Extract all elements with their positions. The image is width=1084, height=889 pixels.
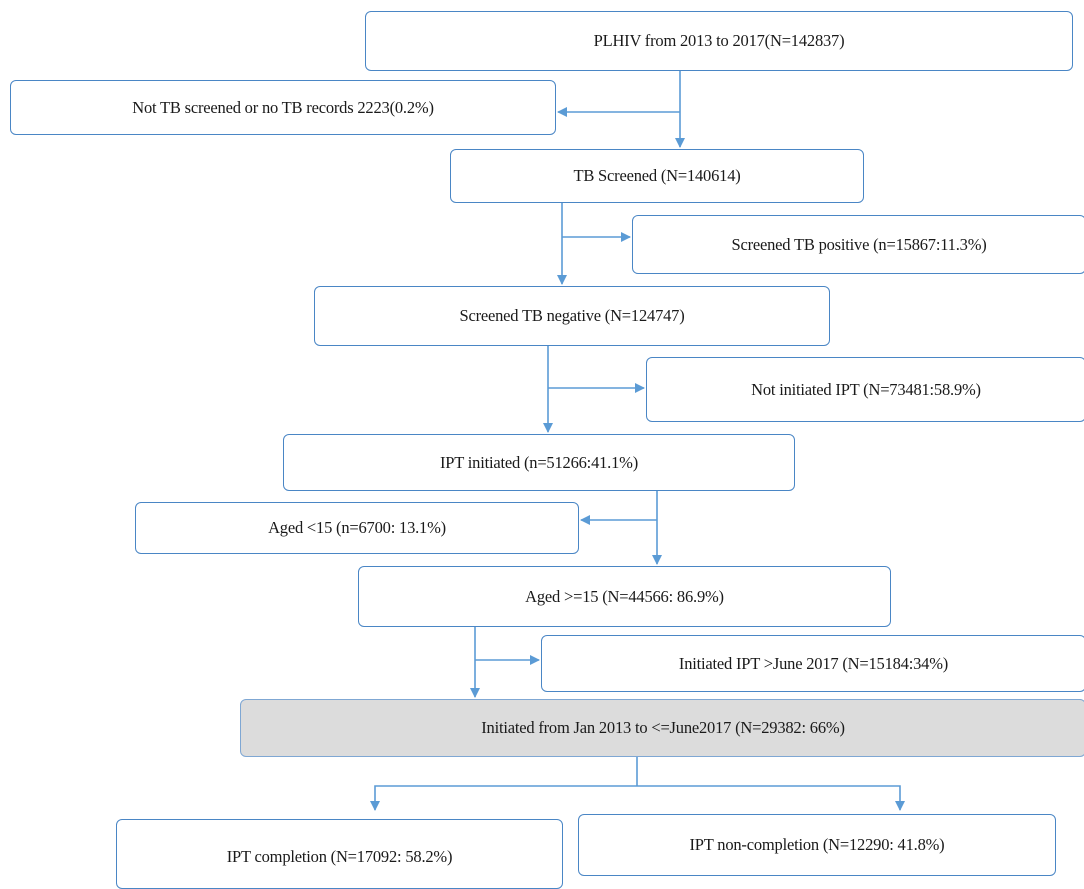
node-not-initiated-ipt-label: Not initiated IPT (N=73481:58.9%) — [751, 379, 981, 399]
node-not-initiated-ipt: Not initiated IPT (N=73481:58.9%) — [646, 357, 1084, 422]
node-tb-positive-label: Screened TB positive (n=15867:11.3%) — [731, 234, 987, 254]
node-initiated-jan2013-june2017-label: Initiated from Jan 2013 to <=June2017 (N… — [481, 718, 845, 737]
node-plhiv-label: PLHIV from 2013 to 2017(N=142837) — [593, 31, 845, 50]
node-initiated-jan2013-june2017: Initiated from Jan 2013 to <=June2017 (N… — [240, 699, 1084, 757]
node-tb-screened-label: TB Screened (N=140614) — [573, 166, 741, 185]
node-initiated-after-june-2017: Initiated IPT >June 2017 (N=15184:34%) — [541, 635, 1084, 692]
node-ipt-completion: IPT completion (N=17092: 58.2%) — [116, 819, 563, 889]
node-initiated-after-june-2017-label: Initiated IPT >June 2017 (N=15184:34%) — [678, 653, 949, 673]
node-tb-negative: Screened TB negative (N=124747) — [314, 286, 830, 346]
node-tb-positive: Screened TB positive (n=15867:11.3%) — [632, 215, 1084, 274]
node-not-screened-label: Not TB screened or no TB records 2223(0.… — [132, 97, 434, 117]
node-aged-15-plus-label: Aged >=15 (N=44566: 86.9%) — [525, 586, 724, 606]
edge-window-to-completion — [370, 785, 637, 811]
node-plhiv: PLHIV from 2013 to 2017(N=142837) — [365, 11, 1073, 71]
node-tb-screened: TB Screened (N=140614) — [450, 149, 864, 203]
node-ipt-initiated: IPT initiated (n=51266:41.1%) — [283, 434, 795, 491]
edge-window-to-non-completion — [637, 785, 905, 811]
node-aged-under-15: Aged <15 (n=6700: 13.1%) — [135, 502, 579, 554]
node-tb-negative-label: Screened TB negative (N=124747) — [459, 306, 685, 325]
node-ipt-initiated-label: IPT initiated (n=51266:41.1%) — [440, 452, 638, 472]
node-aged-under-15-label: Aged <15 (n=6700: 13.1%) — [268, 518, 446, 537]
node-ipt-non-completion: IPT non-completion (N=12290: 41.8%) — [578, 814, 1056, 876]
node-not-screened: Not TB screened or no TB records 2223(0.… — [10, 80, 556, 135]
node-ipt-non-completion-label: IPT non-completion (N=12290: 41.8%) — [689, 835, 945, 854]
node-ipt-completion-label: IPT completion (N=17092: 58.2%) — [226, 847, 453, 866]
node-aged-15-plus: Aged >=15 (N=44566: 86.9%) — [358, 566, 891, 627]
